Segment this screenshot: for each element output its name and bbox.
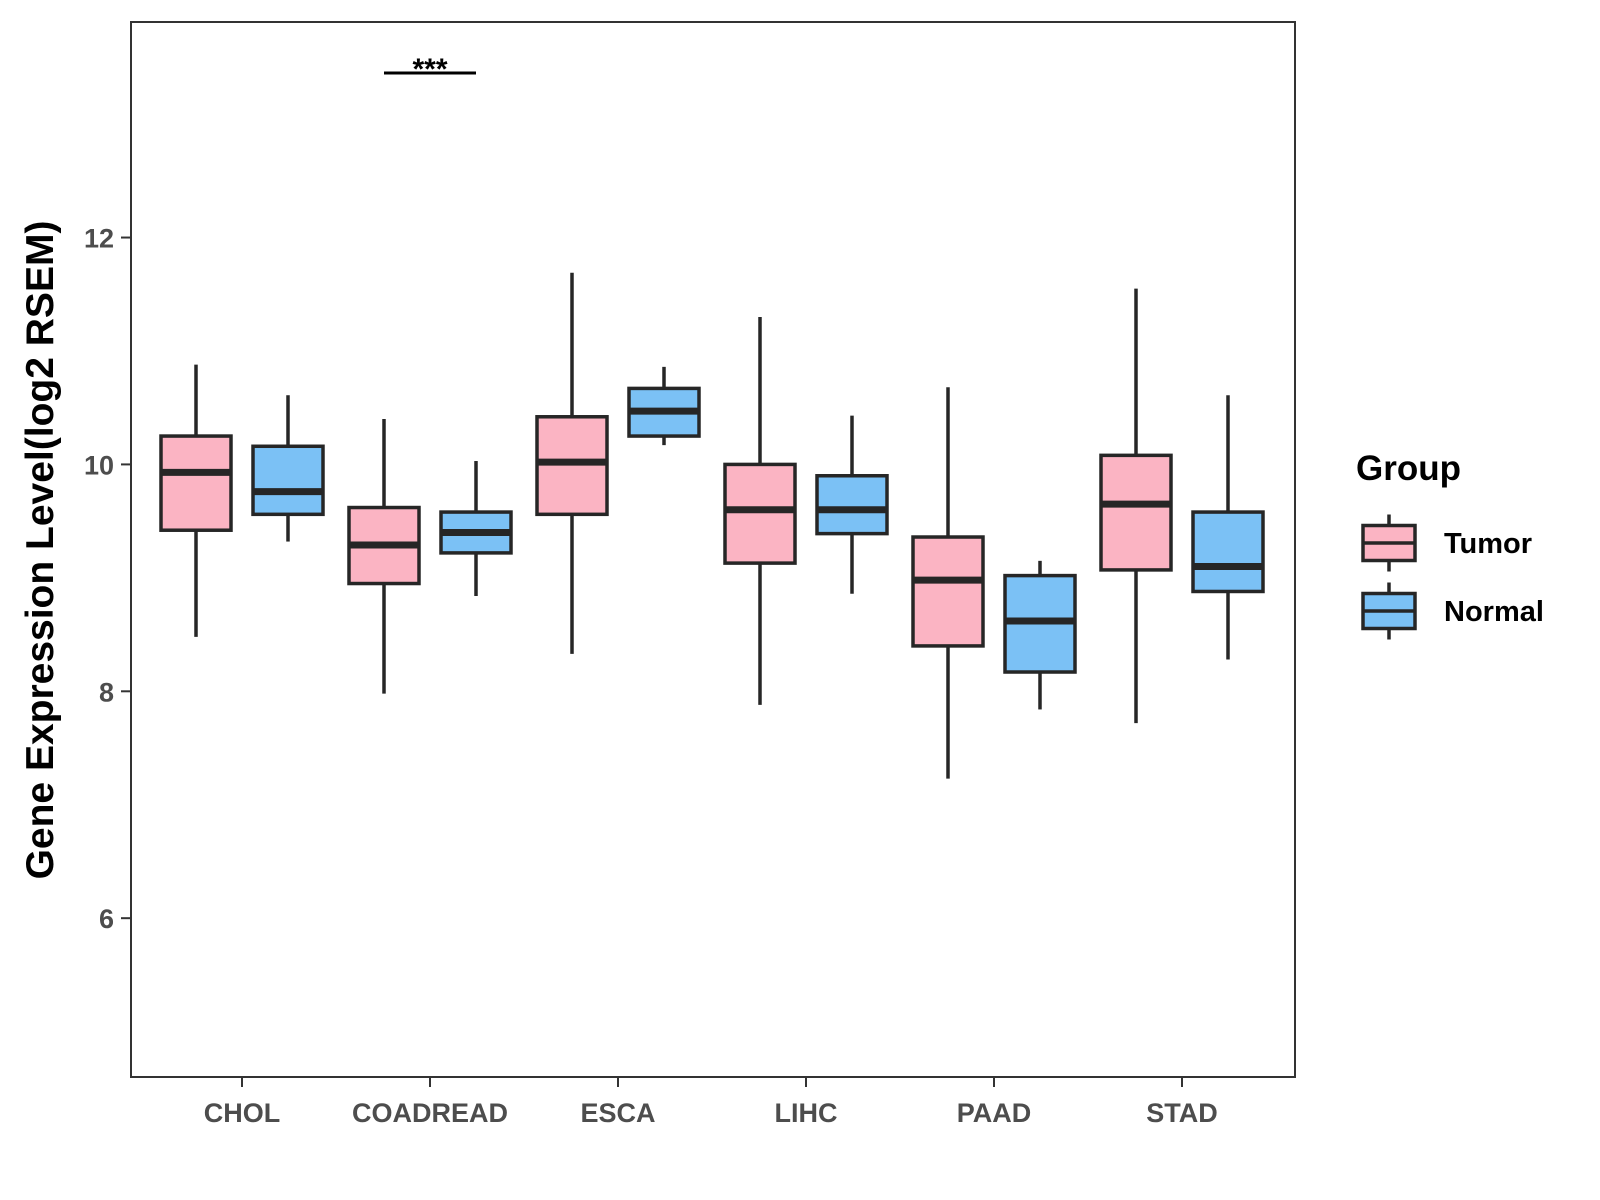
x-tick-label: CHOL [204,1098,281,1128]
box-esca-normal [627,366,701,446]
x-tick-label: COADREAD [352,1098,508,1128]
legend-key-normal [1361,582,1417,640]
legend-title: Group [1356,449,1461,488]
x-tick-label: ESCA [580,1098,655,1128]
iqr-box [251,444,325,517]
y-axis-title: Gene Expression Level(log2 RSEM) [19,221,62,880]
box-lihc-tumor [723,316,797,705]
iqr-box [815,474,889,536]
box-lihc-normal [815,415,889,594]
box-esca-tumor [535,272,609,654]
annotations-layer: *** [384,53,476,86]
legend-key-tumor [1361,514,1417,572]
box-chol-normal [251,395,325,542]
iqr-box [1191,510,1265,594]
box-coadread-normal [439,461,513,597]
x-tick-label: LIHC [775,1098,838,1128]
iqr-box [911,535,985,648]
legend-label-normal: Normal [1444,596,1544,628]
box-paad-tumor [911,387,985,779]
legend: Group Tumor Normal [1356,449,1544,640]
legend-label-tumor: Tumor [1444,528,1532,560]
x-axis: CHOL COADREAD ESCA LIHC PAAD STAD [204,1077,1218,1128]
significance-label: *** [412,53,447,86]
x-tick-label: STAD [1146,1098,1218,1128]
y-tick-label: 8 [99,677,114,707]
iqr-box [723,462,797,565]
y-tick-label: 12 [84,224,114,254]
iqr-box [1099,453,1173,572]
box-chol-tumor [159,364,233,637]
y-tick-label: 10 [84,450,114,480]
x-tick-label: PAAD [957,1098,1032,1128]
y-tick-label: 6 [99,904,114,934]
box-paad-normal [1003,560,1077,710]
box-stad-tumor [1099,288,1173,724]
y-axis: 6 8 10 12 [84,224,131,934]
iqr-box [159,434,233,532]
boxes-layer [159,272,1265,779]
box-coadread-tumor [347,419,421,694]
box-stad-normal [1191,395,1265,660]
